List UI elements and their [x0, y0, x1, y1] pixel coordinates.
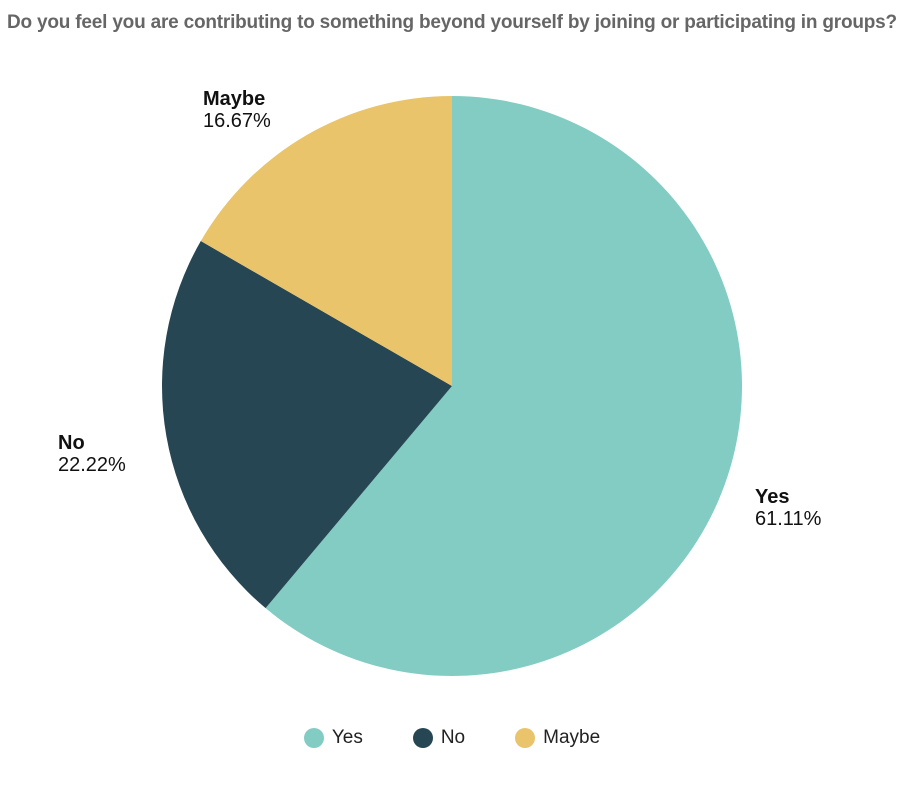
slice-label-name-maybe: Maybe [203, 88, 265, 110]
slice-label-value-yes: 61.11% [755, 508, 822, 530]
pie-slices [161, 96, 742, 676]
legend: Yes No Maybe [0, 727, 904, 749]
legend-swatch-maybe [515, 728, 536, 748]
legend-item-yes[interactable]: Yes [303, 727, 363, 749]
pie-slice-no[interactable] [161, 241, 452, 609]
legend-label-no: No [440, 727, 466, 748]
slice-label-name-yes: Yes [755, 486, 789, 508]
slice-label-value-maybe: 16.67% [203, 110, 271, 132]
slice-label-value-no: 22.22% [58, 454, 126, 476]
pie-slice-maybe[interactable] [200, 96, 452, 386]
legend-label-yes: Yes [331, 727, 363, 748]
pie-slice-yes[interactable] [265, 96, 742, 676]
chart-title: Do you feel you are contributing to some… [7, 12, 897, 33]
legend-swatch-yes [303, 728, 324, 748]
legend-item-maybe[interactable]: Maybe [515, 727, 600, 749]
legend-label-maybe: Maybe [543, 727, 601, 748]
slice-label-name-no: No [58, 432, 85, 454]
legend-swatch-no [412, 728, 433, 748]
legend-item-no[interactable]: No [412, 727, 466, 749]
